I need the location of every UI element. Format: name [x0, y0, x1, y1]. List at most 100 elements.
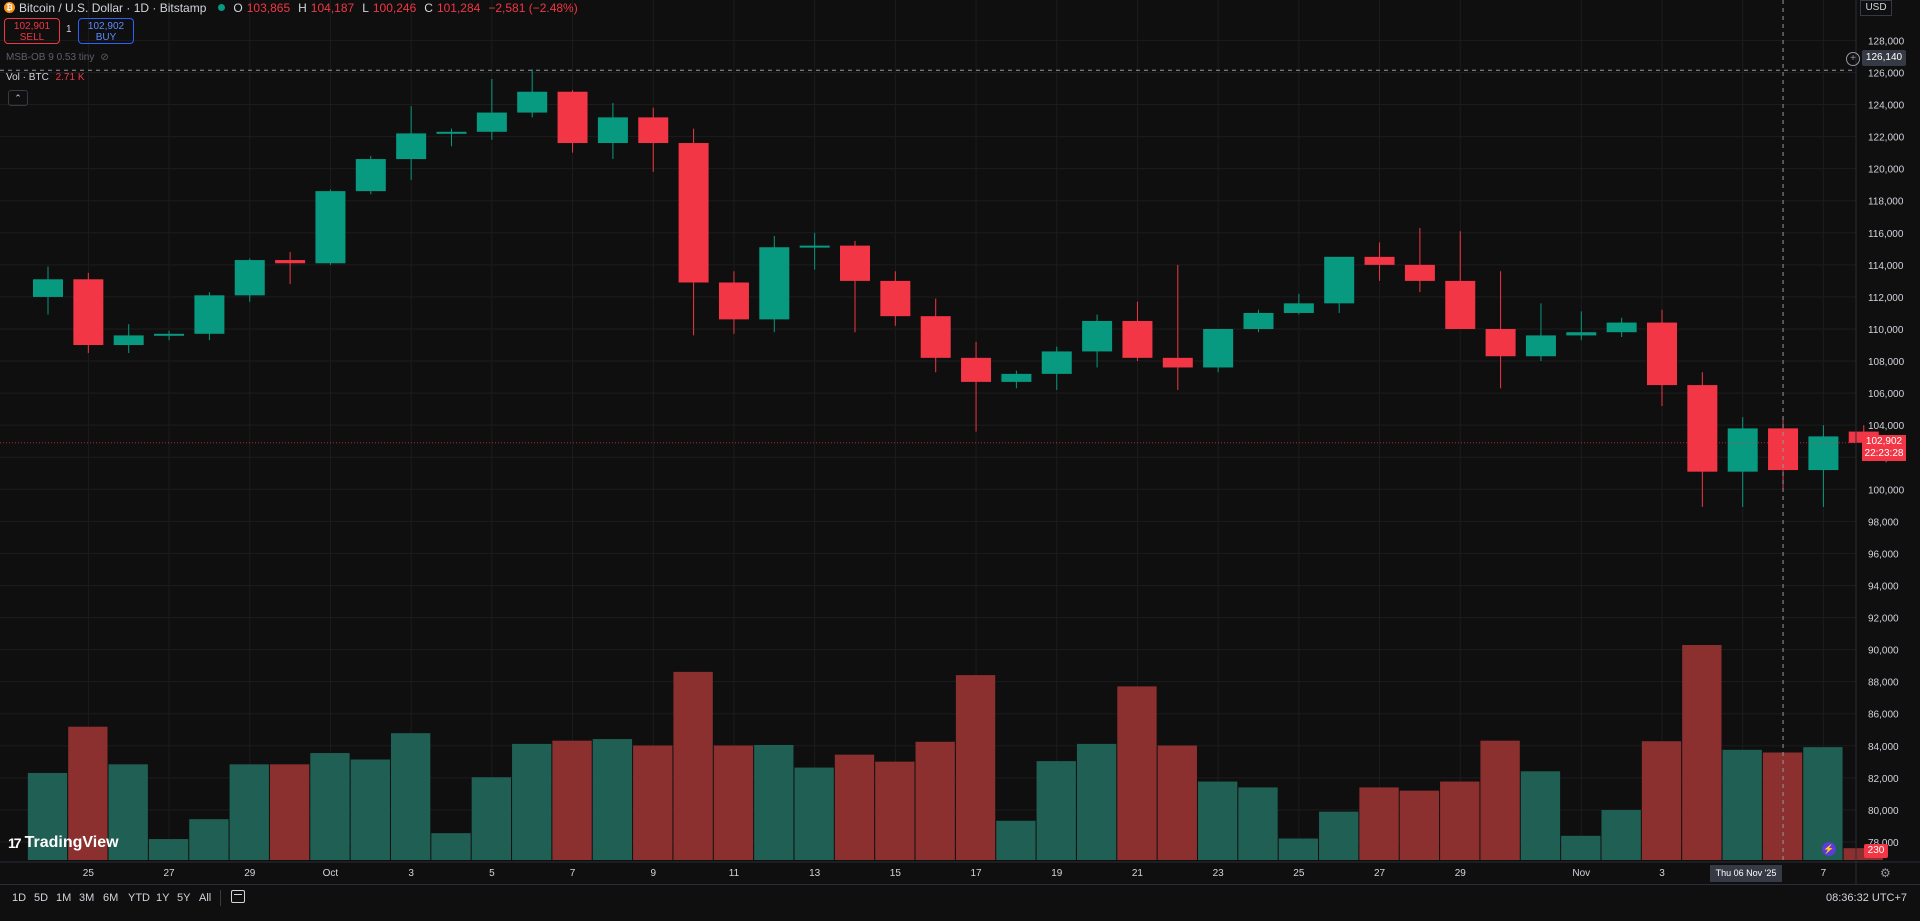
candle-body [557, 91, 588, 144]
time-tick-label: 23 [1213, 868, 1225, 879]
sell-button[interactable]: 102,901 SELL [4, 18, 60, 44]
add-alert-icon[interactable]: + [1846, 52, 1860, 66]
sell-price: 102,901 [13, 21, 51, 32]
candle-body [355, 159, 386, 192]
range-button-ytd[interactable]: YTD [128, 892, 150, 904]
candle-body [1485, 328, 1516, 357]
collapse-legend-button[interactable]: ⌃ [8, 90, 28, 106]
candle-body [113, 335, 144, 346]
candle-body [961, 357, 992, 382]
price-tick-label: 124,000 [1868, 101, 1905, 112]
candle-body [1041, 351, 1072, 374]
price-tick-label: 116,000 [1868, 229, 1904, 240]
candle-body [1324, 256, 1355, 304]
volume-bar [68, 726, 108, 860]
volume-bar [27, 772, 68, 860]
low-label: L [362, 0, 369, 15]
buy-price: 102,902 [87, 21, 125, 32]
candle-body [880, 280, 911, 317]
candle-body [1082, 320, 1113, 352]
price-tick-label: 80,000 [1868, 806, 1899, 817]
range-button-5y[interactable]: 5Y [177, 892, 191, 904]
price-tick-label: 108,000 [1868, 357, 1905, 368]
candle-body [1687, 385, 1718, 472]
symbol-legend: ₿ Bitcoin / U.S. Dollar · 1D · Bitstamp … [4, 0, 582, 15]
bitcoin-icon: ₿ [4, 2, 15, 13]
clock[interactable]: 08:36:32 UTC+7 [1826, 892, 1908, 904]
crosshair-price-label: 126,140 [1862, 50, 1906, 66]
buy-button[interactable]: 102,902 BUY [78, 18, 134, 44]
time-tick-label: 25 [1293, 868, 1305, 879]
indicator-legend[interactable]: MSB-OB 9 0.53 tiny ⊘ [6, 52, 109, 63]
price-tick-label: 92,000 [1868, 614, 1899, 625]
volume-legend[interactable]: Vol · BTC 2.71 K [6, 72, 85, 83]
time-tick-label: 3 [408, 868, 414, 879]
candle-body [1404, 264, 1435, 281]
tradingview-logo[interactable]: 17 TradingView [8, 834, 119, 852]
tradingview-wordmark: TradingView [24, 834, 119, 851]
price-tick-label: 110,000 [1868, 325, 1904, 336]
volume-bar [512, 743, 552, 860]
time-tick-label: 17 [970, 868, 982, 879]
axes: 128,000 126,000 124,000 122,000 120,000 118,0… [0, 0, 1920, 884]
volume-bar [592, 739, 633, 860]
price-tick-label: 122,000 [1868, 133, 1905, 144]
range-button-3m[interactable]: 3M [79, 892, 95, 904]
candle-body [194, 295, 225, 334]
time-tick-label: 27 [1374, 868, 1386, 879]
volume-bar [1319, 811, 1359, 860]
volume-bar [350, 759, 390, 860]
time-tick-label: 21 [1132, 868, 1144, 879]
symbol-title[interactable]: Bitcoin / U.S. Dollar · 1D · Bitstamp [19, 0, 207, 15]
volume-bar [1601, 810, 1641, 860]
currency-selector[interactable]: USD [1860, 0, 1892, 16]
volume-bar [875, 761, 915, 860]
price-tick-label: 88,000 [1868, 678, 1899, 689]
range-button-5d[interactable]: 5D [34, 892, 49, 904]
volume-bar [552, 740, 592, 860]
flash-icon[interactable]: ⚡ [1822, 842, 1836, 856]
price-tick-label: 118,000 [1868, 197, 1904, 208]
volume-bar [713, 745, 754, 860]
price-tick-label: 94,000 [1868, 581, 1899, 592]
time-tick-label: Nov [1572, 868, 1590, 879]
volume-bar [431, 833, 471, 860]
range-button-1d[interactable]: 1D [12, 892, 27, 904]
volume-bar [1117, 686, 1157, 860]
close-label: C [424, 0, 433, 15]
range-button-1y[interactable]: 1Y [156, 892, 170, 904]
volume-axis-label: 230 [1864, 844, 1888, 858]
volume-bar [1520, 771, 1561, 860]
volume-bar [148, 839, 189, 860]
price-tick-label: 128,000 [1868, 36, 1905, 47]
range-button-all[interactable]: All [199, 892, 212, 904]
candle-body [840, 245, 870, 281]
volume-bar [390, 733, 431, 860]
price-tick-label: 106,000 [1868, 389, 1905, 400]
time-tick-label: 7 [570, 868, 576, 879]
last-price-label: 102,902 22:23:28 [1862, 435, 1906, 461]
time-tick-label: 25 [83, 868, 95, 879]
volume-bar [834, 754, 875, 860]
candle-body [436, 131, 467, 134]
eye-hidden-icon[interactable]: ⊘ [100, 52, 109, 63]
calendar-icon[interactable] [231, 890, 245, 903]
time-tick-label: 5 [489, 868, 495, 879]
chart-canvas[interactable]: 128,000 126,000 124,000 122,000 120,000 118,0… [0, 0, 1920, 884]
volume-bar [1641, 741, 1682, 860]
volume-bar [1076, 743, 1117, 860]
time-tick-label: 15 [890, 868, 902, 879]
volume-bar [189, 819, 229, 860]
price-tick-label: 90,000 [1868, 646, 1899, 657]
range-button-1m[interactable]: 1M [56, 892, 72, 904]
candle-body [1001, 373, 1032, 382]
range-button-6m[interactable]: 6M [103, 892, 119, 904]
candle-body [799, 245, 830, 248]
price-tick-label: 78,000 [1868, 838, 1899, 849]
last-price-value: 102,902 [1865, 436, 1903, 447]
close-value: 101,284 [436, 0, 481, 15]
gear-icon[interactable]: ⚙ [1880, 866, 1891, 880]
candle-body [275, 260, 306, 264]
open-value: 103,865 [246, 0, 291, 15]
volume-bar [1278, 838, 1319, 860]
